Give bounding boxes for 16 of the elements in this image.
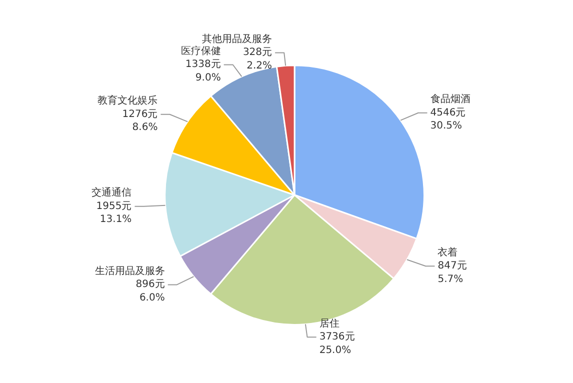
- data-label: 4546元 30.5%: [430, 107, 466, 132]
- data-label: 1955元 13.1%: [96, 200, 132, 226]
- slice-label: 食品烟酒: [430, 93, 470, 106]
- data-label: 896元 6.0%: [136, 279, 165, 304]
- slice-label: 交通通信: [92, 186, 132, 199]
- slice-label: 医疗保健: [180, 45, 221, 58]
- data-label: 1276元 8.6%: [122, 108, 158, 134]
- slice-label: 生活用品及服务: [94, 264, 165, 277]
- slice-label: 教育文化娱乐: [98, 94, 158, 107]
- slice-label: 衣着: [438, 246, 458, 258]
- slice-label: 居住: [319, 318, 340, 330]
- data-label: 328元 2.2%: [242, 47, 272, 72]
- slice-label: 其他用品及服务: [202, 33, 272, 46]
- data-label: 1338元 9.0%: [185, 59, 221, 84]
- data-label: 847元 5.7%: [438, 260, 467, 285]
- data-label: 3736元 25.0%: [319, 332, 355, 356]
